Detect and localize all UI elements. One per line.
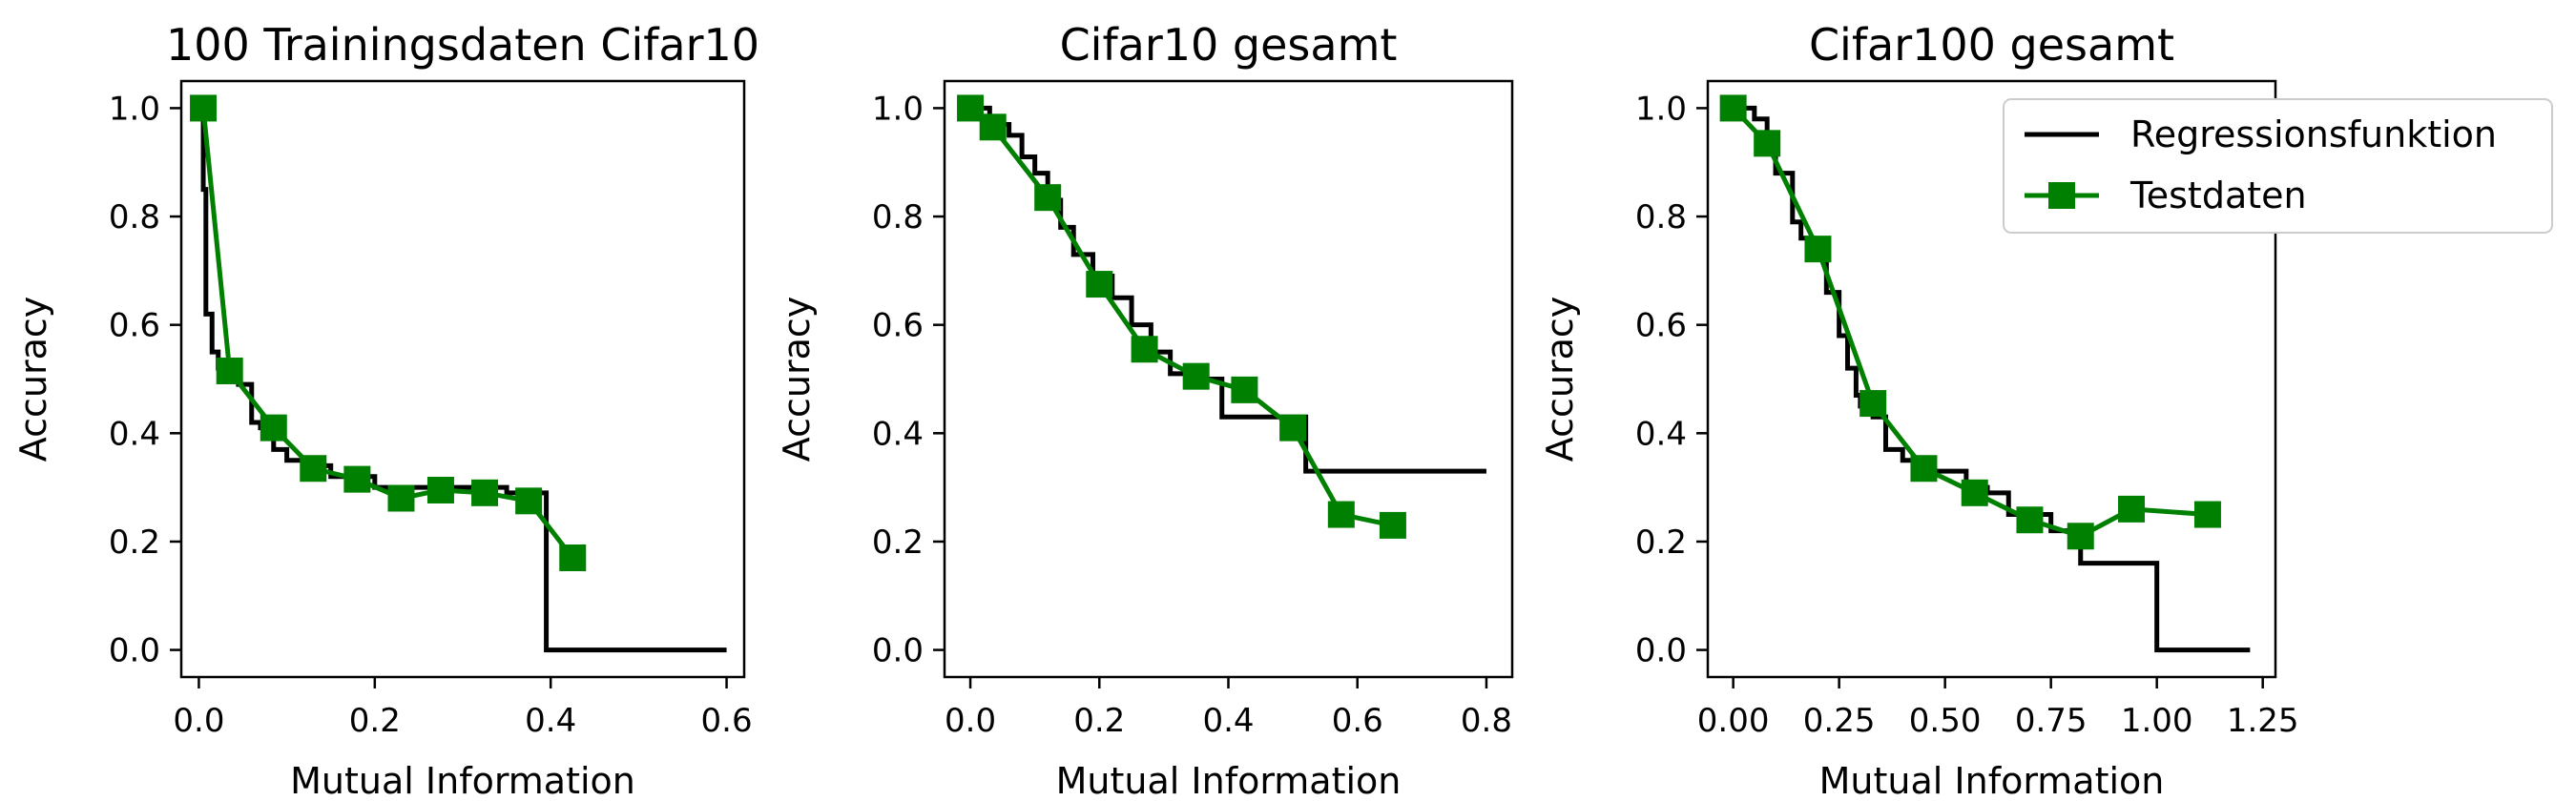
panel-2-title: Cifar10 gesamt (1060, 19, 1398, 71)
panel-3-xtick-label: 0.25 (1803, 702, 1876, 740)
panel-2-ytick-label: 1.0 (872, 90, 924, 128)
panel-1-ytick-label: 1.0 (109, 90, 160, 128)
legend-frame (2003, 98, 2553, 234)
panel-3-ylabel: Accuracy (1539, 297, 1581, 462)
panel-3-testdaten-point (2118, 495, 2146, 523)
panel-3: Cifar100 gesamt Mutual Information Accur… (1539, 19, 2299, 801)
panel-1-title: 100 Trainingsdaten Cifar10 (166, 19, 759, 71)
panel-2-testdaten-point (1131, 336, 1158, 363)
panel-2-xtick-label: 0.2 (1073, 702, 1125, 740)
panel-1-xtick-label: 0.2 (349, 702, 401, 740)
panel-3-xtick-label: 1.00 (2121, 702, 2193, 740)
panel-3-title: Cifar100 gesamt (1809, 19, 2174, 71)
panel-3-testdaten-point (1961, 479, 1988, 506)
panel-2-xtick-label: 0.0 (945, 702, 996, 740)
panel-3-xtick-label: 0.75 (2015, 702, 2088, 740)
panel-2-testdaten-point (1327, 501, 1355, 528)
panel-1-testdaten-point (216, 357, 243, 384)
panel-1-xtick-label: 0.4 (525, 702, 576, 740)
panel-2-testdaten-point (957, 94, 985, 122)
panel-3-testdaten-point (2067, 523, 2094, 550)
panel-2-testdaten-point (1182, 362, 1210, 390)
panel-1-frame (179, 79, 746, 679)
panel-3-xtick-label: 1.25 (2227, 702, 2299, 740)
panel-1-plot: 0.0 0.2 0.4 0.6 0.0 0.2 0.4 0.6 0.8 1.0 (109, 79, 753, 740)
panel-1-ytick-label: 0.0 (109, 632, 160, 670)
panel-1-ytick-label: 0.6 (109, 307, 160, 345)
panel-3-xlabel: Mutual Information (1819, 760, 2165, 801)
panel-2-ytick-label: 0.8 (872, 198, 924, 236)
panel-3-testdaten-point (1859, 390, 1887, 418)
panel-2-ytick-label: 0.6 (872, 307, 924, 345)
panel-3-xtick-label: 0.50 (1909, 702, 1982, 740)
panel-3-testdaten-point (1754, 130, 1781, 157)
panel-1-testdaten-point (300, 455, 327, 483)
panel-1-ytick-label: 0.2 (109, 524, 160, 562)
panel-2-xlabel: Mutual Information (1056, 760, 1402, 801)
panel-3-ytick-label: 0.6 (1635, 307, 1687, 345)
panel-2-testdaten-point (1086, 271, 1113, 298)
panel-1-ytick-label: 0.8 (109, 198, 160, 236)
panel-1-testdaten-point (190, 94, 218, 122)
panel-3-ytick-label: 0.4 (1635, 415, 1687, 453)
panel-2-ytick-label: 0.0 (872, 632, 924, 670)
panel-3-ytick-label: 0.0 (1635, 632, 1687, 670)
panel-1-testdaten-point (387, 484, 415, 512)
panel-3-ytick-label: 0.2 (1635, 524, 1687, 562)
panel-2-testdaten-point (1379, 511, 1406, 539)
panel-2-ytick-label: 0.4 (872, 415, 924, 453)
panel-1-testdaten-point (426, 476, 454, 503)
panel-2-testdaten-point (1279, 414, 1307, 442)
panel-2-xtick-label: 0.6 (1332, 702, 1383, 740)
panel-1: 100 Trainingsdaten Cifar10 Mutual Inform… (12, 19, 759, 801)
panel-1-xtick-label: 0.0 (173, 702, 224, 740)
panel-1-ylabel: Accuracy (12, 297, 54, 462)
panel-3-plot: 0.00 0.25 0.50 0.75 1.00 1.25 0.0 0.2 0.4 0.6 0.8 1… (1635, 79, 2299, 740)
panel-2-plot: 0.0 0.2 0.4 0.6 0.8 0.0 0.2 0.4 0.6 0.8 1.0 (872, 79, 1514, 740)
panel-1-xtick-label: 0.6 (701, 702, 753, 740)
panel-3-ytick-label: 1.0 (1635, 90, 1687, 128)
panel-1-testdaten-point (515, 487, 543, 515)
panel-3-testdaten-point (2016, 506, 2044, 534)
panel-1-testdaten-point (471, 479, 499, 506)
panel-2-testdaten-point (1231, 376, 1258, 403)
panel-1-ytick-label: 0.4 (109, 415, 160, 453)
panel-1-testdaten-line (200, 108, 575, 560)
panel-1-testdaten-point (260, 414, 287, 442)
panel-3-frame (1706, 79, 2277, 679)
panel-3-xtick-label: 0.00 (1697, 702, 1770, 740)
legend-regression-label: Regressionsfunktion (2130, 113, 2497, 155)
panel-3-testdaten-line (1731, 106, 2209, 539)
legend: Regressionsfunktion Testdaten (2003, 98, 2553, 234)
panel-2-ylabel: Accuracy (776, 297, 818, 462)
panel-3-testdaten-point (2193, 501, 2221, 528)
panel-2-xtick-label: 0.4 (1202, 702, 1254, 740)
panel-2-testdaten-line (968, 106, 1394, 528)
panel-3-ytick-label: 0.8 (1635, 198, 1687, 236)
panel-2-ytick-label: 0.2 (872, 524, 924, 562)
panel-2-testdaten-point (1034, 184, 1062, 212)
panel-2-xtick-label: 0.8 (1461, 702, 1512, 740)
panel-1-testdaten-point (559, 544, 587, 571)
panel-3-testdaten-point (1719, 94, 1747, 122)
legend-testdaten-marker (2048, 182, 2075, 209)
panel-3-testdaten-point (1910, 455, 1938, 483)
legend-testdaten-label: Testdaten (2129, 175, 2307, 216)
panel-1-testdaten-point (343, 465, 371, 493)
panel-2: Cifar10 gesamt Mutual Information Accura… (776, 19, 1514, 801)
panel-3-testdaten-point (1804, 236, 1832, 263)
panel-1-xlabel: Mutual Information (290, 760, 635, 801)
panel-2-testdaten-point (979, 113, 1007, 141)
panel-2-frame (943, 79, 1514, 679)
